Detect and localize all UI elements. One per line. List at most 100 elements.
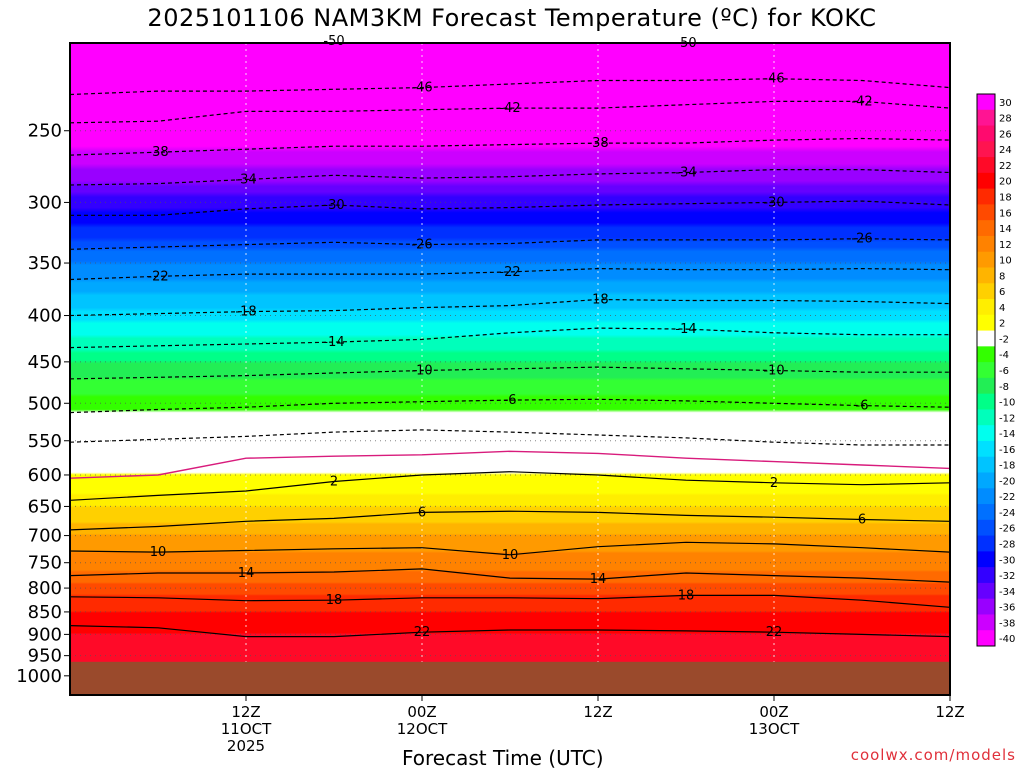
contour-label: 18 (326, 593, 343, 608)
y-tick-label: 700 (28, 526, 62, 547)
colorbar-label: -40 (999, 634, 1015, 645)
x-tick-label: 13OCT (749, 720, 800, 738)
contour-label: -14 (675, 322, 696, 337)
colorbar-label: -6 (999, 366, 1009, 377)
colorbar-label: -32 (999, 571, 1015, 582)
contour-label: -10 (411, 363, 432, 378)
contour-label: -34 (235, 172, 256, 187)
colorbar-label: -22 (999, 492, 1015, 503)
y-tick-label: 650 (28, 496, 62, 517)
contour-line (70, 568, 950, 583)
colorbar-label: -36 (999, 603, 1015, 614)
contour-label: -22 (499, 265, 520, 280)
contour-label: -46 (763, 72, 784, 87)
contour-label: 10 (502, 548, 519, 563)
contour-label: -10 (763, 363, 784, 378)
contour-line (70, 100, 950, 124)
colorbar-legend: 30 28 26 24 22 20 18 16 14 12 10 8 6 4 2 -2 -4 -6 -8 -10 -12… (976, 93, 1015, 647)
contour-label: -30 (763, 195, 784, 210)
colorbar-label: -30 (999, 555, 1015, 566)
colorbar-label: -4 (999, 350, 1009, 361)
chart-title: 2025101106 NAM3KM Forecast Temperature (… (147, 4, 877, 32)
y-tick-label: 850 (28, 602, 62, 623)
y-tick-label: 300 (28, 192, 62, 213)
contour-lines (70, 43, 950, 638)
colorbar-label: 24 (999, 145, 1012, 156)
y-tick-label: 550 (28, 431, 62, 452)
contour-label: -14 (323, 335, 344, 350)
colorbar-label: 14 (999, 224, 1012, 235)
colorbar-swatch (977, 204, 995, 221)
x-tick-label: 12Z (231, 703, 260, 721)
colorbar-swatch (977, 267, 995, 284)
colorbar-label: -10 (999, 398, 1015, 409)
ground-area (70, 661, 950, 695)
y-tick-label: 1000 (16, 666, 62, 687)
y-axis: 2503003504004505005506006507007508008509… (16, 121, 70, 687)
colorbar-label: -18 (999, 461, 1015, 472)
colorbar-label: -12 (999, 413, 1015, 424)
contour-label: -18 (235, 305, 256, 320)
contour-label: -22 (147, 269, 168, 284)
colorbar-swatch (977, 346, 995, 363)
colorbar-label: -34 (999, 587, 1015, 598)
contour-label: -50 (323, 34, 344, 49)
colorbar-label: 4 (999, 303, 1005, 314)
colorbar-label: 2 (999, 319, 1005, 330)
colorbar-label: 30 (999, 98, 1012, 109)
colorbar-label: -38 (999, 618, 1015, 629)
contour-label: 22 (766, 625, 783, 640)
colorbar-label: -16 (999, 445, 1015, 456)
contour-label: -18 (587, 292, 608, 307)
x-axis-label: Forecast Time (UTC) (402, 746, 604, 770)
colorbar-swatch (977, 157, 995, 174)
colorbar-label: -8 (999, 382, 1009, 393)
colorbar-frame (976, 93, 996, 647)
y-tick-label: 500 (28, 393, 62, 414)
x-tick-label: 12Z (935, 703, 964, 721)
colorbar-swatch (977, 362, 995, 379)
colorbar-swatch (977, 172, 995, 190)
y-tick-label: 950 (28, 646, 62, 667)
colorbar-swatch (977, 377, 995, 395)
contour-label: 22 (414, 625, 431, 640)
contour-label: -38 (587, 136, 608, 151)
contour-label: 6 (858, 513, 866, 528)
colorbar-label: 12 (999, 240, 1012, 251)
contour-label: 10 (150, 545, 167, 560)
colorbar-swatch (977, 551, 995, 568)
contour-label: 14 (238, 566, 255, 581)
colorbar-swatch (977, 440, 995, 458)
credit-link[interactable]: coolwx.com/models (850, 746, 1016, 764)
contour-label: 2 (770, 476, 778, 491)
colorbar-swatch (977, 188, 995, 205)
contour-label: -42 (851, 94, 872, 109)
x-tick-label: 11OCT (221, 720, 272, 738)
colorbar-label: 18 (999, 193, 1012, 204)
y-tick-label: 800 (28, 578, 62, 599)
colorbar-label: 6 (999, 287, 1005, 298)
colorbar-swatch (977, 630, 995, 647)
contour-label: -34 (675, 165, 696, 180)
colorbar-label: 22 (999, 161, 1012, 172)
contour-line (70, 510, 950, 531)
x-tick-label: 2025 (227, 737, 265, 755)
colorbar-swatch (977, 314, 995, 332)
contour-label: -26 (851, 232, 872, 247)
colorbar-swatch (977, 488, 995, 505)
colorbar-swatch (977, 220, 995, 237)
colorbar-swatch (977, 393, 995, 410)
colorbar-swatch (977, 567, 995, 584)
colorbar-swatch (977, 94, 995, 111)
colorbar-label: 26 (999, 129, 1012, 140)
colorbar-swatch (977, 582, 995, 600)
contour-line (70, 625, 950, 638)
colorbar-swatch (977, 504, 995, 521)
y-tick-label: 350 (28, 253, 62, 274)
colorbar-label: -2 (999, 334, 1009, 345)
plot-frame (69, 42, 951, 696)
contour-labels: -50 -50-46-46-42 -42-38-38-34-34-30-30-26-… (147, 34, 872, 640)
colorbar-swatch (977, 598, 995, 615)
